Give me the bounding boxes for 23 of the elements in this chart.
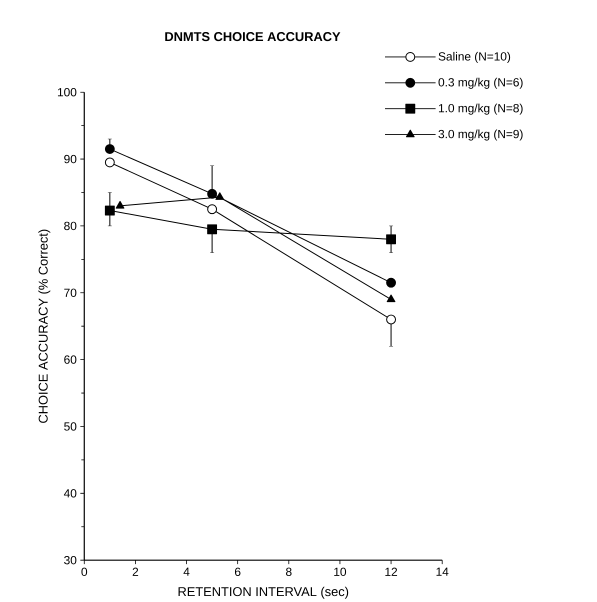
- legend-label: 3.0 mg/kg (N=9): [438, 130, 523, 141]
- x-tick-label: 10: [334, 568, 346, 576]
- y-tick-label: 90: [64, 154, 76, 164]
- y-tick-label: 50: [64, 422, 76, 431]
- x-tick-label: 12: [385, 568, 398, 576]
- x-tick-label: 6: [235, 568, 241, 576]
- x-tick-label: 0: [82, 568, 88, 576]
- y-tick-label: 100: [58, 88, 76, 96]
- x-tick-label: 14: [436, 568, 448, 576]
- legend-label: 1.0 mg/kg (N=8): [439, 104, 523, 115]
- y-axis-title: CHOICE ACCURACY (% Correct): [38, 230, 50, 423]
- x-tick-label: 2: [132, 568, 138, 576]
- x-axis-title: RETENTION INTERVAL (sec): [178, 586, 348, 599]
- chart-title: DNMTS CHOICE ACCURACY: [165, 32, 340, 42]
- y-tick-label: 80: [64, 222, 76, 230]
- y-tick-label: 60: [64, 355, 76, 364]
- legend-label: 0.3 mg/kg (N=6): [438, 78, 523, 89]
- y-tick-label: 30: [64, 556, 76, 564]
- legend-label: Saline (N=10): [438, 52, 510, 63]
- x-tick-label: 8: [286, 568, 292, 576]
- y-tick-label: 70: [64, 288, 76, 297]
- x-tick-label: 4: [184, 568, 190, 576]
- y-tick-label: 40: [64, 489, 76, 498]
